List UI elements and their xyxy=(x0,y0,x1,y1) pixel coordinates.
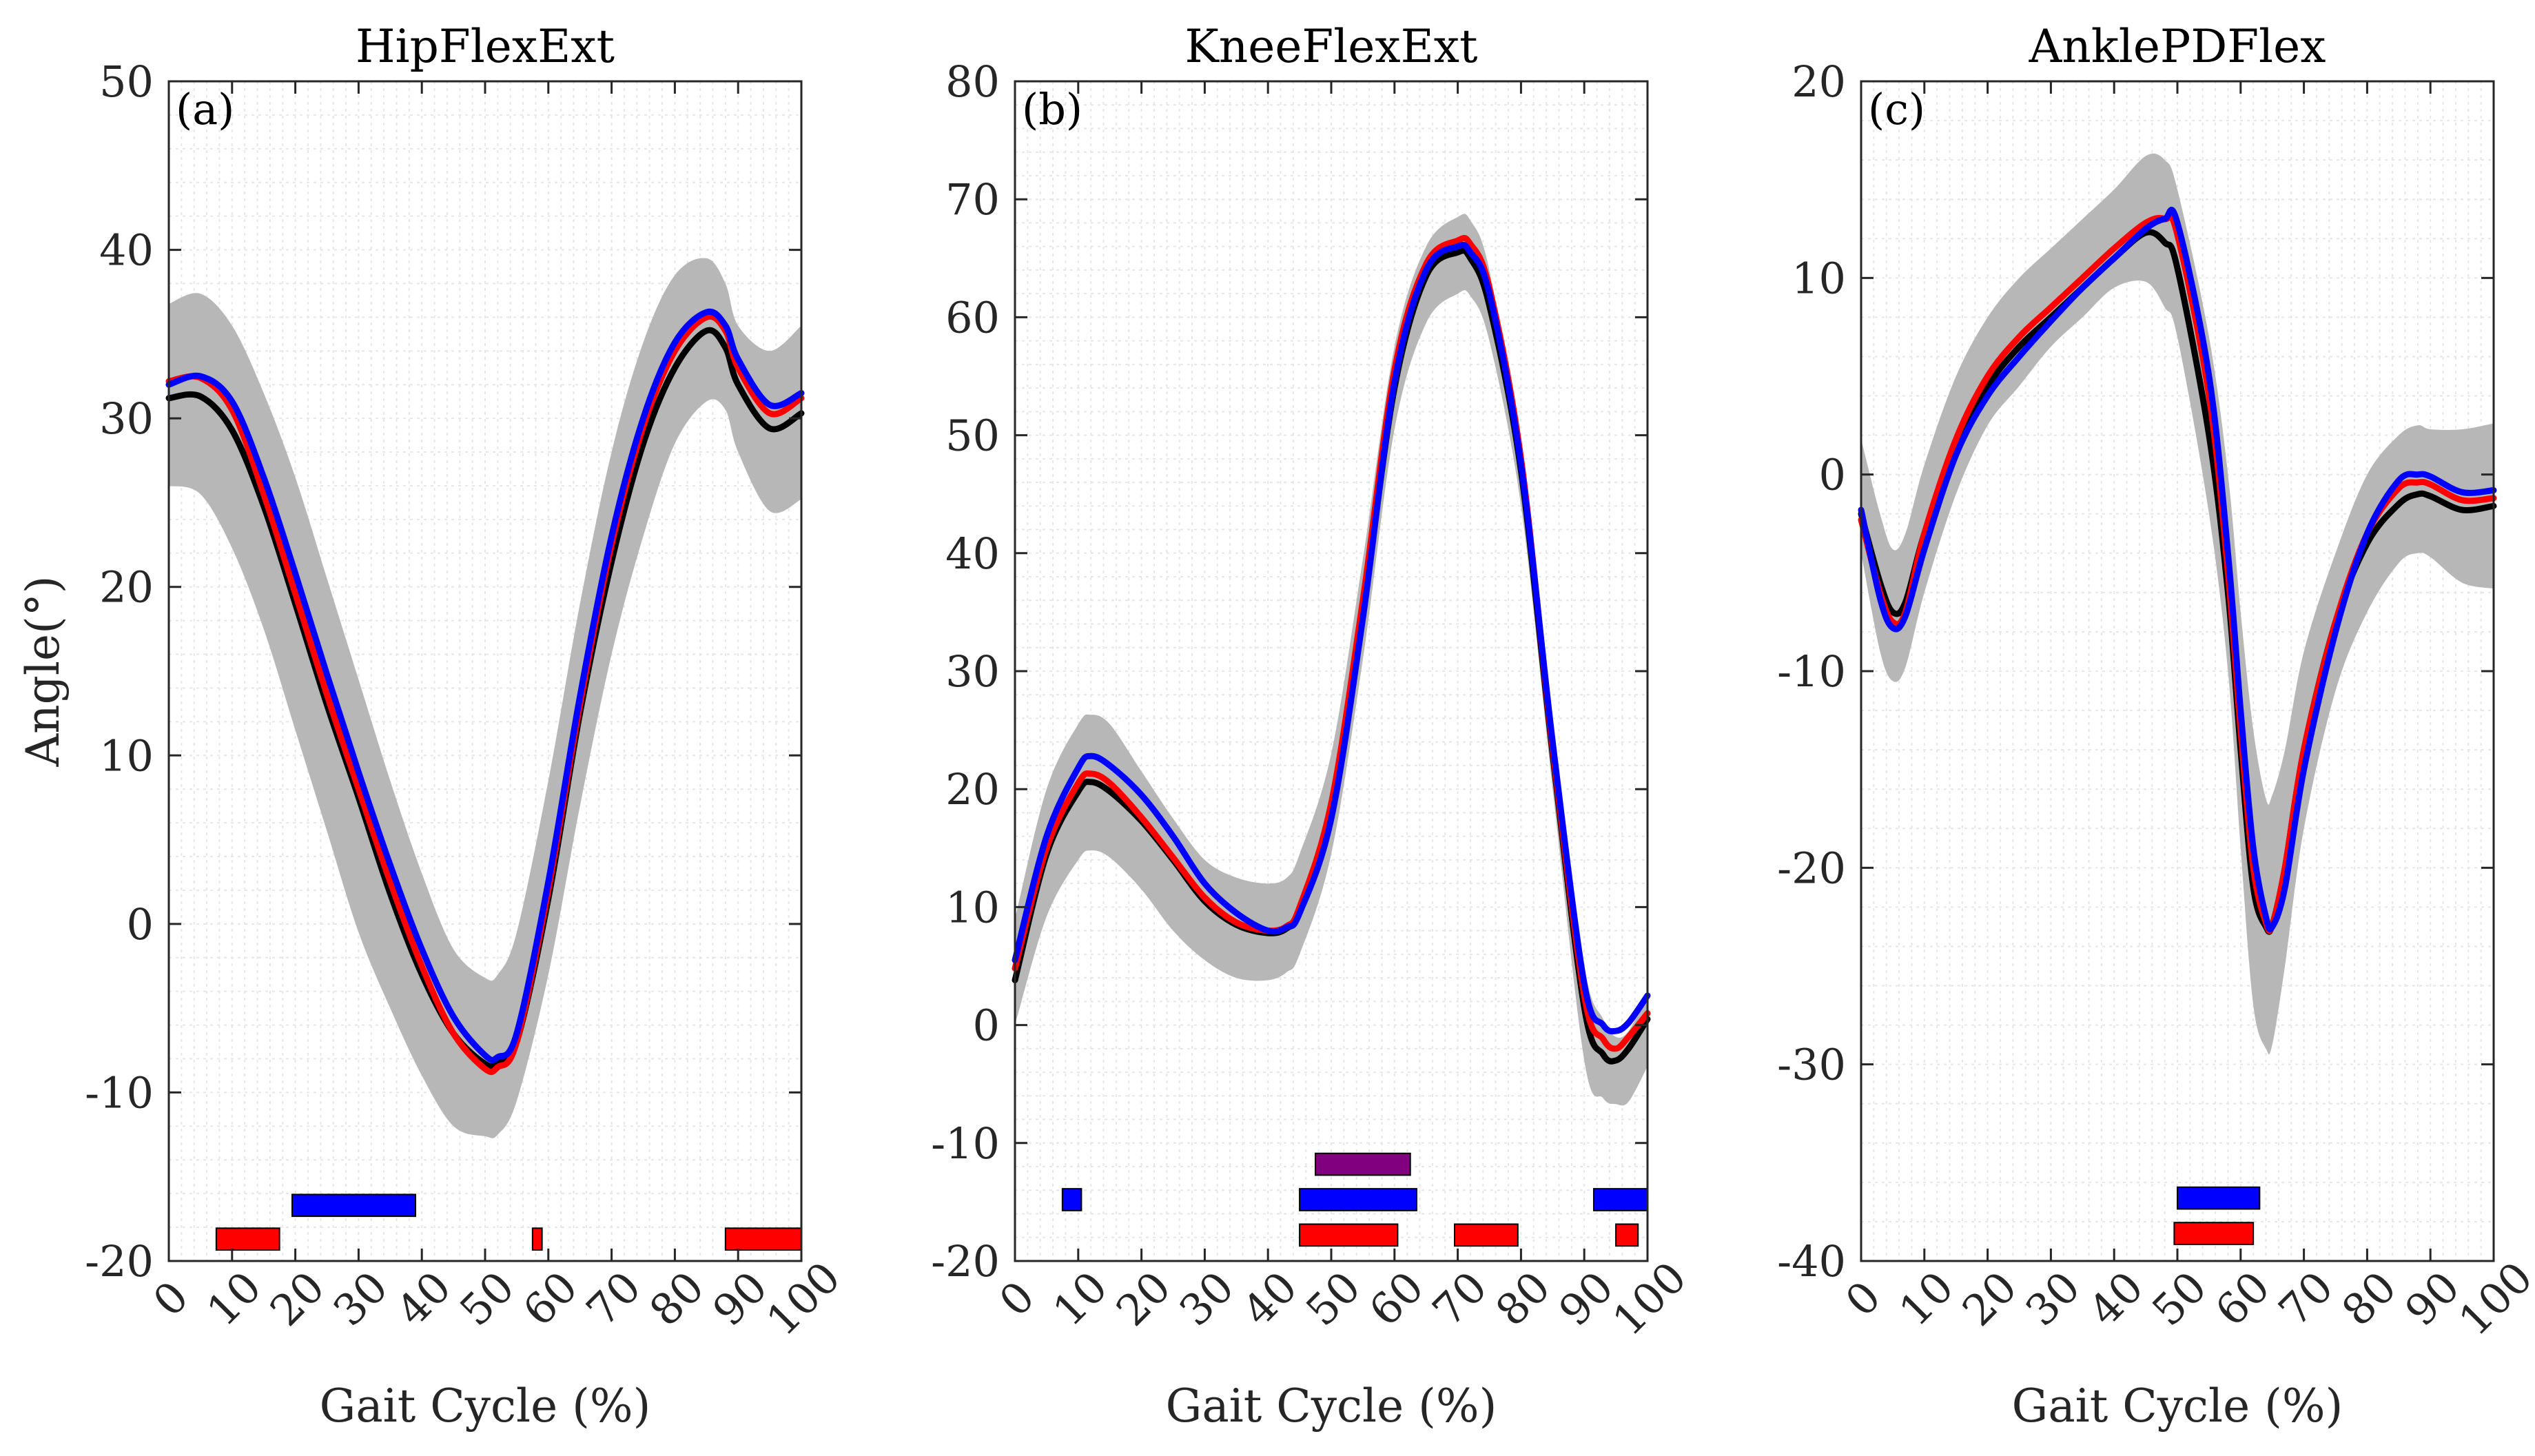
x-tick-label: 40 xyxy=(2079,1262,2153,1335)
series-line-blue xyxy=(1858,207,2497,933)
x-tick-label: 20 xyxy=(1953,1262,2026,1335)
y-axis-label: Angle(°) xyxy=(17,575,70,767)
x-tick-label: 70 xyxy=(1423,1262,1497,1335)
x-tick-label: 90 xyxy=(2395,1262,2469,1335)
significance-bar xyxy=(1061,1188,1082,1211)
x-tick-label: 10 xyxy=(1889,1262,1963,1335)
y-tick-label: 10 xyxy=(945,882,1000,932)
grid-minor xyxy=(1015,81,1648,1261)
y-tick-label: 20 xyxy=(99,562,154,613)
x-tick-label: 60 xyxy=(513,1262,587,1335)
y-tick-label: 10 xyxy=(1792,253,1846,303)
x-axis-label: Gait Cycle (%) xyxy=(320,1380,651,1433)
x-tick-label: 30 xyxy=(323,1262,397,1335)
x-tick-label: 50 xyxy=(2142,1262,2216,1335)
x-tick-label: 60 xyxy=(1359,1262,1433,1335)
y-tick-label: 30 xyxy=(99,393,154,444)
significance-bar xyxy=(1615,1223,1639,1247)
panel-title: HipFlexExt xyxy=(356,20,615,73)
x-tick-label: 20 xyxy=(1107,1262,1180,1335)
x-tick-label: 20 xyxy=(260,1262,334,1335)
normative-band xyxy=(1861,153,2494,1055)
panel-3: -40-30-20-10010200102030405060708090100A… xyxy=(1777,20,2535,1433)
y-tick-label: 30 xyxy=(945,646,1000,697)
significance-bar xyxy=(215,1227,280,1251)
y-tick-label: -10 xyxy=(931,1118,1000,1169)
panel-1: -20-10010203040500102030405060708090100H… xyxy=(17,20,850,1433)
x-tick-label: 70 xyxy=(2269,1262,2343,1335)
y-tick-label: 40 xyxy=(945,529,1000,579)
significance-bar xyxy=(291,1193,417,1218)
series-line-blue xyxy=(1012,242,1651,1035)
significance-bar xyxy=(724,1227,802,1251)
significance-bar xyxy=(1454,1223,1519,1247)
x-tick-label: 40 xyxy=(1233,1262,1306,1335)
y-tick-label: -10 xyxy=(1777,646,1846,697)
panel-2: -20-100102030405060708001020304050607080… xyxy=(931,20,1696,1433)
y-tick-label: -30 xyxy=(1777,1040,1846,1090)
significance-bar xyxy=(531,1227,543,1251)
significance-bar xyxy=(1315,1152,1411,1176)
x-tick-label: 10 xyxy=(1043,1262,1117,1335)
x-tick-label: 80 xyxy=(639,1262,713,1335)
y-tick-label: 70 xyxy=(945,174,1000,225)
significance-bar xyxy=(2173,1222,2255,1245)
x-tick-label: 50 xyxy=(450,1262,524,1335)
y-tick-label: -10 xyxy=(85,1067,154,1118)
x-tick-label: 100 xyxy=(2449,1252,2535,1345)
x-tick-label: 70 xyxy=(577,1262,650,1335)
y-tick-label: -40 xyxy=(1777,1236,1846,1286)
y-tick-label: 60 xyxy=(945,292,1000,342)
y-tick-label: 0 xyxy=(973,1001,1000,1051)
y-tick-label: -20 xyxy=(931,1236,1000,1286)
x-axis-label: Gait Cycle (%) xyxy=(1166,1380,1497,1433)
grid-minor xyxy=(1861,81,2494,1261)
y-tick-label: 40 xyxy=(99,225,154,276)
x-tick-label: 90 xyxy=(1549,1262,1623,1335)
y-tick-label: 10 xyxy=(99,730,154,781)
x-tick-label: 30 xyxy=(1169,1262,1243,1335)
significance-bar xyxy=(1592,1188,1648,1211)
series-line-red xyxy=(165,313,805,1076)
panel-letter: (b) xyxy=(1022,84,1082,134)
x-tick-label: 30 xyxy=(2015,1262,2089,1335)
panel-title: KneeFlexExt xyxy=(1184,20,1477,73)
significance-bar xyxy=(1299,1223,1399,1247)
x-tick-label: 40 xyxy=(387,1262,460,1335)
x-tick-label: 90 xyxy=(703,1262,777,1335)
y-tick-label: 0 xyxy=(127,899,154,950)
y-tick-label: 50 xyxy=(99,57,154,107)
x-axis-label: Gait Cycle (%) xyxy=(2012,1380,2343,1433)
y-tick-label: -20 xyxy=(85,1236,154,1286)
x-tick-label: 100 xyxy=(1603,1252,1696,1345)
normative-band xyxy=(1015,214,1648,1106)
x-tick-label: 80 xyxy=(2332,1262,2405,1335)
grid-minor xyxy=(169,81,801,1261)
series-line-blue xyxy=(165,308,805,1063)
y-tick-label: 20 xyxy=(945,764,1000,814)
y-tick-label: 0 xyxy=(1819,450,1846,500)
x-tick-label: 100 xyxy=(757,1252,850,1345)
x-tick-label: 60 xyxy=(2206,1262,2279,1335)
significance-bar xyxy=(2177,1186,2261,1210)
significance-bar xyxy=(1299,1188,1417,1211)
panel-letter: (a) xyxy=(176,84,234,134)
y-tick-label: 20 xyxy=(1792,57,1846,107)
y-tick-label: 50 xyxy=(945,411,1000,461)
y-tick-label: -20 xyxy=(1777,843,1846,893)
panel-letter: (c) xyxy=(1868,84,1925,134)
x-tick-label: 10 xyxy=(197,1262,271,1335)
x-tick-label: 50 xyxy=(1296,1262,1370,1335)
x-tick-label: 80 xyxy=(1486,1262,1559,1335)
normative-band xyxy=(169,258,801,1138)
panel-title: AnklePDFlex xyxy=(2029,20,2326,73)
y-tick-label: 80 xyxy=(945,57,1000,107)
